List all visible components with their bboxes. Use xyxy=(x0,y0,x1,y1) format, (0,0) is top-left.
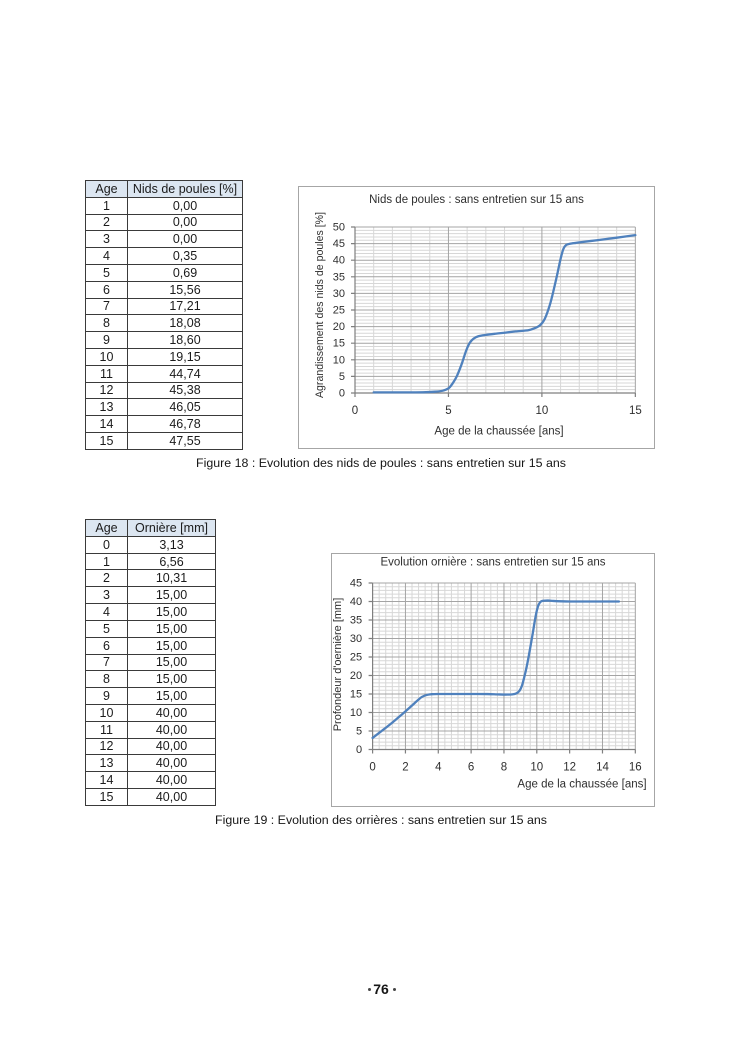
svg-text:16: 16 xyxy=(629,762,642,774)
svg-text:0: 0 xyxy=(356,744,362,756)
svg-text:Age de la chaussée [ans]: Age de la chaussée [ans] xyxy=(517,779,646,791)
svg-text:0: 0 xyxy=(352,405,358,417)
svg-text:10: 10 xyxy=(536,405,549,417)
svg-text:5: 5 xyxy=(445,405,451,417)
svg-text:5: 5 xyxy=(339,371,345,383)
svg-text:45: 45 xyxy=(350,578,362,590)
svg-text:15: 15 xyxy=(629,405,642,417)
svg-text:14: 14 xyxy=(596,762,609,774)
svg-text:Age de la chaussée [ans]: Age de la chaussée [ans] xyxy=(434,426,563,438)
svg-text:30: 30 xyxy=(333,288,345,300)
svg-text:5: 5 xyxy=(356,726,362,738)
svg-text:25: 25 xyxy=(350,652,362,664)
svg-text:Nids de poules : sans entretie: Nids de poules : sans entretien sur 15 a… xyxy=(369,194,584,206)
svg-text:4: 4 xyxy=(435,762,442,774)
svg-text:Evolution ornière : sans entre: Evolution ornière : sans entretien sur 1… xyxy=(380,557,605,569)
svg-text:10: 10 xyxy=(350,707,362,719)
svg-text:10: 10 xyxy=(530,762,543,774)
svg-text:12: 12 xyxy=(563,762,576,774)
svg-text:20: 20 xyxy=(350,670,362,682)
svg-text:50: 50 xyxy=(333,222,345,234)
svg-text:0: 0 xyxy=(369,762,375,774)
svg-text:15: 15 xyxy=(333,338,345,350)
svg-text:20: 20 xyxy=(333,321,345,333)
svg-text:Agrandissement des nids de pou: Agrandissement des nids de poules [%] xyxy=(314,212,326,398)
svg-text:2: 2 xyxy=(402,762,408,774)
svg-text:Profondeur d'oernière [mm]: Profondeur d'oernière [mm] xyxy=(332,598,344,732)
svg-text:40: 40 xyxy=(350,596,362,608)
svg-text:6: 6 xyxy=(468,762,474,774)
svg-text:8: 8 xyxy=(501,762,507,774)
svg-text:45: 45 xyxy=(333,238,345,250)
svg-text:40: 40 xyxy=(333,255,345,267)
svg-text:35: 35 xyxy=(333,271,345,283)
svg-text:10: 10 xyxy=(333,354,345,366)
svg-text:25: 25 xyxy=(333,305,345,317)
svg-text:15: 15 xyxy=(350,689,362,701)
svg-text:0: 0 xyxy=(339,388,345,400)
svg-text:30: 30 xyxy=(350,633,362,645)
svg-text:35: 35 xyxy=(350,615,362,627)
